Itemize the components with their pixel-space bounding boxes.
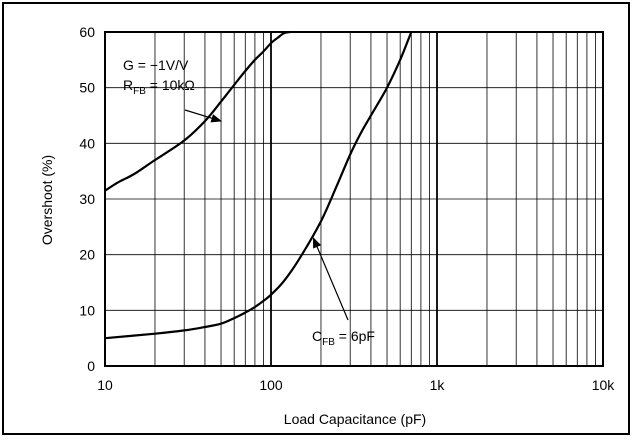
x-tick-label: 1k [430,377,446,393]
x-tick-label: 100 [259,377,283,393]
annotation-1: G = −1V/V RFB = 10kΩ [123,57,223,123]
x-tick-label: 10k [592,377,616,393]
y-tick-label: 50 [79,80,95,96]
annotations: G = −1V/V RFB = 10kΩ CFB = 6pF [123,57,375,348]
annotation-2: CFB = 6pF [312,236,375,348]
annotation-text: G = −1V/V [123,57,189,73]
chart-frame [2,2,630,435]
annotation-arrow [184,109,223,123]
y-tick-label: 20 [79,247,95,263]
series-line-2 [104,31,413,340]
x-axis-label: Load Capacitance (pF) [284,411,426,427]
series-line-1 [104,30,291,192]
annotation-text: CFB = 6pF [312,328,375,348]
plot-area-border [104,31,604,367]
data-curves [104,30,413,340]
y-tick-label: 30 [79,191,95,207]
y-tick-label: 60 [79,24,95,40]
annotation-arrow [312,236,349,321]
y-axis-label: Overshoot (%) [39,155,55,245]
y-tick-label: 0 [87,358,95,374]
y-tick-label: 10 [79,302,95,318]
x-tick-label: 10 [97,377,113,393]
annotation-text: RFB = 10kΩ [123,77,195,97]
y-tick-label: 40 [79,135,95,151]
